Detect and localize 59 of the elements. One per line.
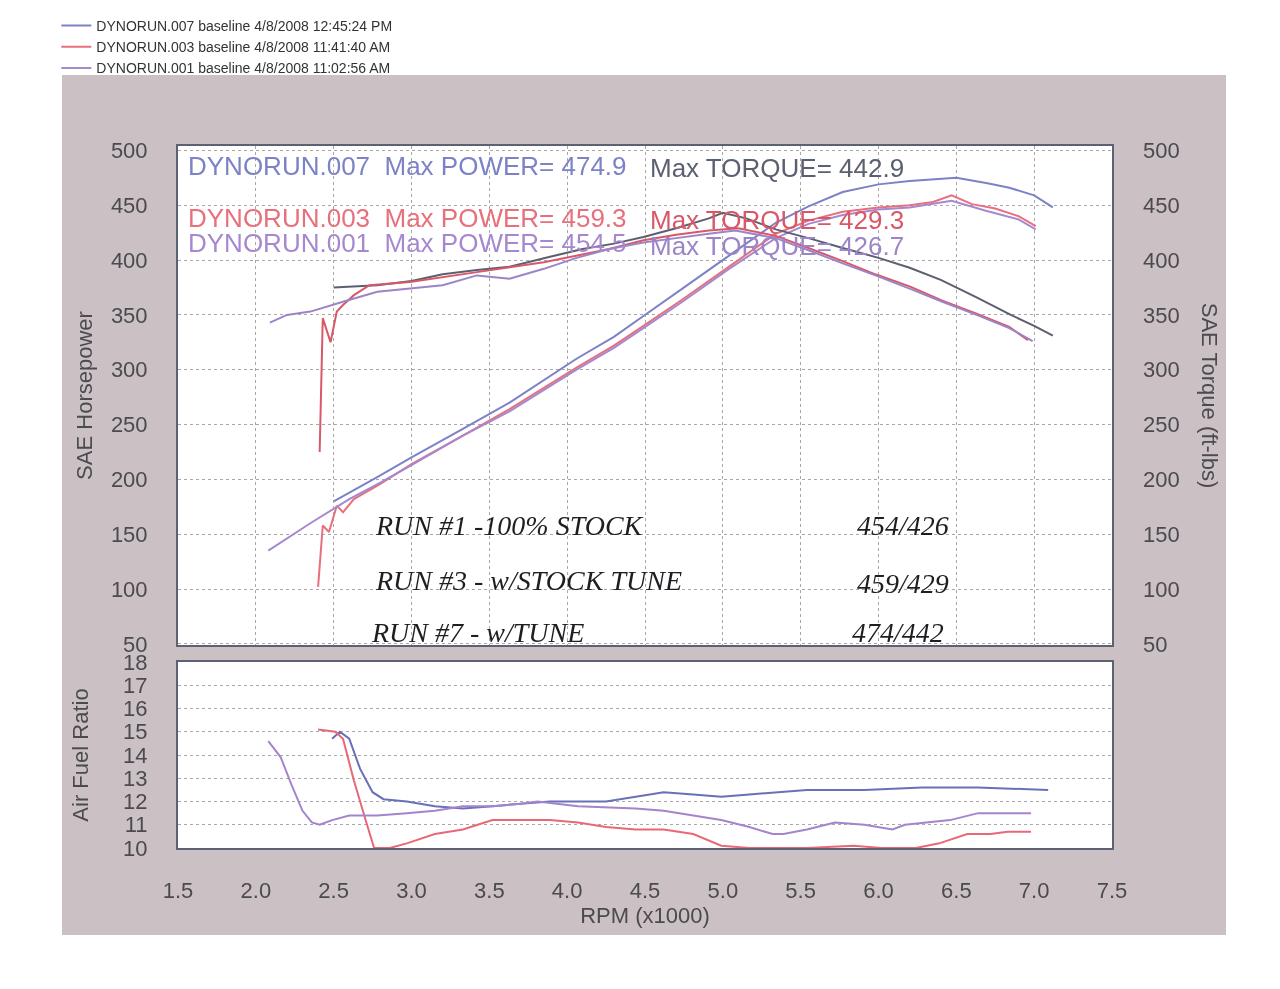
annotation: Max TORQUE= 442.9 [650, 153, 905, 183]
annotation: RUN #3 - w/STOCK TUNE [375, 565, 682, 596]
x-tick-label: 4.5 [629, 878, 661, 904]
y-tick-label: 500 [110, 138, 148, 164]
y-tick-label: 100 [110, 576, 148, 602]
x-tick-label: 3.5 [474, 878, 505, 904]
y-tick-label: 11 [124, 812, 148, 838]
x-tick-label: 1.5 [162, 878, 194, 904]
y-tick-label: 14 [123, 742, 148, 768]
y2-tick-label: 50 [1143, 631, 1168, 657]
y-tick-label: 16 [123, 696, 148, 722]
y2-axis-title: SAE Torque (ft-lbs) [1196, 302, 1222, 489]
annotation: RUN #1 -100% STOCK [375, 510, 644, 541]
y2-tick-label: 300 [1143, 357, 1180, 383]
y-tick-label: 150 [110, 521, 148, 547]
annotation: DYNORUN.003 Max POWER= 459.3 [188, 203, 627, 233]
y-tick-label: 10 [123, 835, 148, 861]
y-tick-label: 350 [110, 302, 148, 328]
y2-tick-label: 100 [1143, 576, 1180, 602]
y-tick-label: 300 [110, 357, 148, 383]
annotation: 454/426 [857, 510, 949, 541]
x-tick-label: 7.5 [1096, 878, 1128, 904]
annotation: 459/429 [857, 568, 949, 599]
y-tick-label: 450 [110, 192, 148, 218]
y-axis-title: SAE Horsepower [71, 311, 97, 480]
x-tick-label: 2.0 [240, 878, 272, 904]
y-tick-label: 400 [110, 247, 148, 273]
y2-tick-label: 400 [1143, 247, 1180, 273]
x-tick-label: 6.0 [863, 878, 894, 904]
annotation: DYNORUN.007 Max POWER= 474.9 [188, 151, 627, 181]
y2-tick-label: 450 [1143, 192, 1180, 218]
annotation: 474/442 [852, 617, 944, 648]
x-tick-label: 5.0 [707, 878, 739, 904]
line-series [317, 728, 1033, 848]
y-tick-label: 17 [123, 672, 148, 698]
x-axis-title: RPM (x1000) [580, 903, 710, 929]
annotation: RUN #7 - w/TUNE [371, 617, 585, 648]
x-tick-label: 6.5 [941, 878, 972, 904]
y-tick-label: 12 [123, 789, 148, 815]
legend-label: DYNORUN.003 baseline 4/8/2008 11:41:40 AM [96, 39, 391, 56]
y-tick-label: 15 [123, 719, 148, 745]
y2-tick-label: 250 [1143, 412, 1180, 438]
y2-tick-label: 350 [1143, 302, 1180, 328]
y-tick-label: 13 [123, 765, 148, 791]
y2-tick-label: 500 [1143, 138, 1180, 164]
legend-label: DYNORUN.007 baseline 4/8/2008 12:45:24 PM [96, 18, 393, 35]
y-tick-label: 250 [110, 412, 148, 438]
x-tick-label: 2.5 [318, 878, 349, 904]
x-tick-label: 5.5 [785, 878, 816, 904]
y-tick-label: 200 [110, 467, 148, 493]
y2-tick-label: 200 [1143, 467, 1180, 493]
line-series [331, 730, 1050, 810]
x-tick-label: 3.0 [396, 878, 427, 904]
x-tick-label: 4.0 [551, 878, 583, 904]
y2-tick-label: 150 [1143, 521, 1180, 547]
line-series [267, 740, 1033, 836]
x-tick-label: 7.0 [1018, 878, 1050, 904]
y-axis-title: Air Fuel Ratio [68, 688, 94, 822]
legend-label: DYNORUN.001 baseline 4/8/2008 11:02:56 AM [96, 60, 391, 77]
